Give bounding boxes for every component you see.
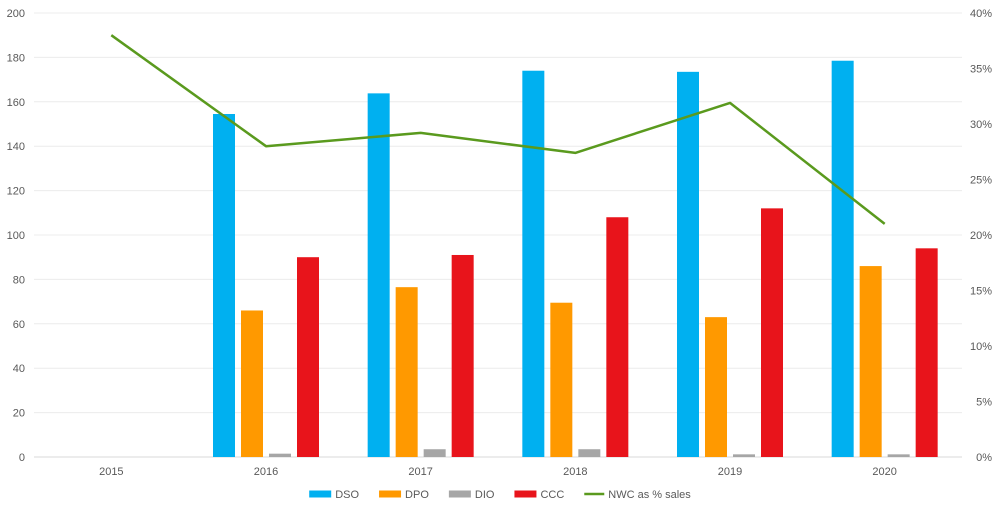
legend-swatch [379, 490, 402, 498]
bar-dso [677, 71, 699, 457]
bar-ccc [606, 217, 629, 457]
left-tick-label: 40 [13, 363, 25, 375]
bar-dso [831, 60, 854, 457]
bar-ccc [451, 254, 474, 457]
bar-dpo [705, 317, 727, 457]
bar-dio [423, 449, 446, 457]
left-tick-label: 140 [7, 141, 25, 153]
legend-label: DSO [335, 489, 359, 501]
left-tick-label: 80 [13, 274, 25, 286]
legend-item: DPO [379, 489, 429, 501]
left-tick-label: 180 [7, 52, 25, 64]
legend-label: DPO [405, 489, 429, 501]
x-tick-label: 2018 [563, 466, 587, 478]
bar-dpo [859, 266, 882, 457]
legend-item: CCC [514, 489, 564, 501]
bar-ccc [761, 208, 783, 457]
bar-dio [733, 454, 755, 457]
bar-dpo [550, 302, 573, 457]
legend-item: DSO [309, 489, 359, 501]
left-tick-label: 120 [7, 186, 25, 198]
bar-dso [367, 93, 390, 457]
right-tick-label: 15% [970, 286, 992, 298]
legend: DSO DPO DIO CCC NWC as % sales [309, 489, 691, 501]
legend-item: NWC as % sales [584, 489, 691, 501]
legend-label: DIO [475, 489, 495, 501]
left-tick-label: 160 [7, 97, 25, 109]
x-tick-label: 2019 [718, 466, 742, 478]
bar-dio [578, 449, 601, 457]
left-tick-label: 0 [19, 452, 25, 464]
legend-swatch [514, 490, 537, 498]
right-tick-label: 40% [970, 8, 992, 20]
bar-dio [269, 453, 291, 457]
right-tick-label: 10% [970, 341, 992, 353]
left-tick-label: 60 [13, 319, 25, 331]
legend-swatch [309, 490, 332, 498]
legend-label: CCC [540, 489, 564, 501]
bar-dio [887, 454, 910, 457]
right-tick-label: 30% [970, 119, 992, 131]
x-tick-label: 2016 [254, 466, 278, 478]
left-tick-label: 200 [7, 8, 25, 20]
bar-dso [213, 114, 235, 457]
left-axis-ticks: 0 20 40 60 80 100 120 140 160 180 200 [7, 8, 25, 464]
bars [213, 60, 938, 457]
x-tick-label: 2020 [872, 466, 896, 478]
legend-label: NWC as % sales [608, 489, 691, 501]
legend-item: DIO [448, 489, 495, 501]
left-tick-label: 20 [13, 408, 25, 420]
right-tick-label: 20% [970, 230, 992, 242]
right-axis-ticks: 0% 5% 10% 15% 20% 25% 30% 35% 40% [970, 8, 992, 464]
right-tick-label: 0% [976, 452, 992, 464]
x-tick-label: 2017 [408, 466, 432, 478]
bar-ccc [297, 257, 319, 457]
left-tick-label: 100 [7, 230, 25, 242]
right-tick-label: 5% [976, 397, 992, 409]
bar-dso [522, 70, 545, 457]
gridlines [34, 12, 962, 458]
bar-dpo [241, 310, 263, 457]
legend-swatch [448, 490, 471, 498]
bar-ccc [915, 248, 938, 457]
right-tick-label: 25% [970, 175, 992, 187]
x-tick-label: 2015 [99, 466, 123, 478]
line-nwc-pct-sales [110, 34, 886, 225]
x-axis-ticks: 2015 2016 2017 2018 2019 2020 [99, 466, 897, 478]
right-tick-label: 35% [970, 64, 992, 76]
line-series [110, 34, 886, 225]
bar-dpo [395, 287, 418, 457]
